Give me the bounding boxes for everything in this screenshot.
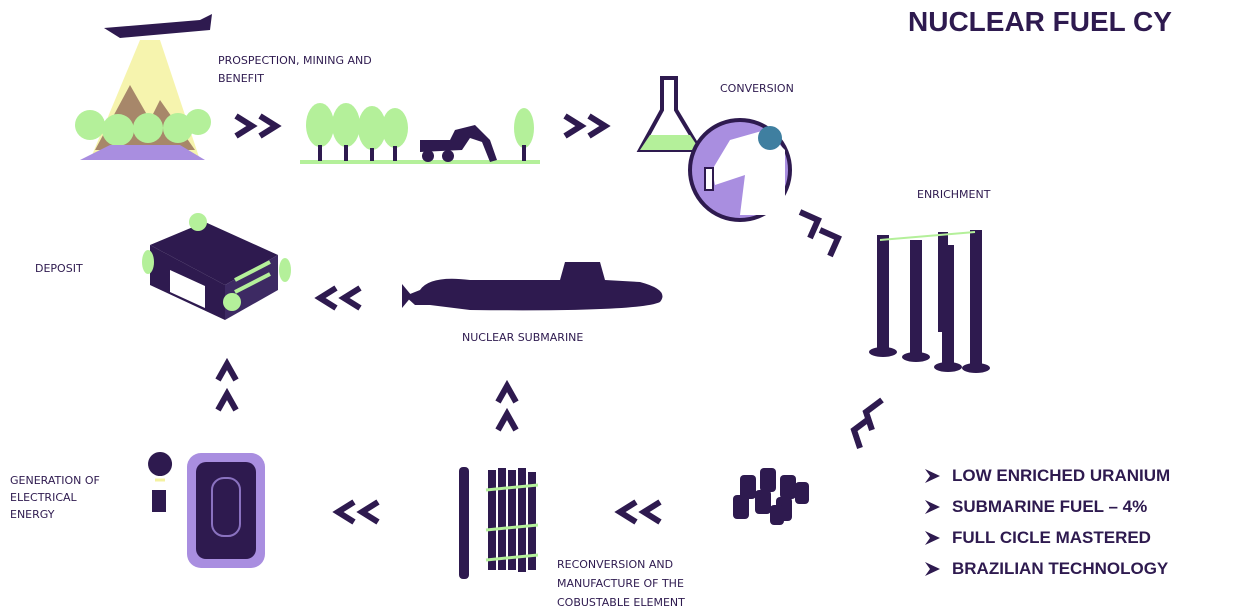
enrichment-icon-part — [962, 363, 990, 373]
mining-icon-part — [393, 146, 397, 161]
enrichment-icon-part — [938, 232, 948, 332]
pellet-icon-part — [770, 505, 784, 525]
node-label: CONVERSION — [720, 82, 794, 95]
pellet-icon-part — [760, 468, 776, 492]
node-label: MANUFACTURE OF THE — [557, 577, 684, 590]
mining-icon-part — [133, 113, 163, 143]
node-label: DEPOSIT — [35, 262, 83, 275]
pellet-icon-part — [795, 482, 809, 504]
conversion-icon-part — [640, 135, 700, 150]
deposit-icon-part — [189, 213, 207, 231]
mining-icon-part — [332, 103, 360, 147]
enrichment-icon-part — [877, 235, 889, 350]
mining-icon-part — [358, 106, 386, 150]
node-label: NUCLEAR SUBMARINE — [462, 331, 583, 344]
node-label: COBUSTABLE ELEMENT — [557, 596, 685, 609]
pellet-icon-part — [733, 495, 749, 519]
mining-icon-part — [318, 145, 322, 161]
fuel-element-icon-part — [508, 470, 516, 570]
pellet-icon-part — [780, 475, 796, 499]
mining-icon-part — [442, 150, 454, 162]
node-label: PROSPECTION, MINING AND — [218, 54, 372, 67]
mining-icon-part — [300, 160, 540, 164]
fuel-element-icon-part — [488, 470, 496, 570]
reactor-icon-part — [196, 462, 256, 559]
mining-icon-part — [185, 109, 211, 135]
enrichment-icon-part — [910, 240, 922, 355]
fuel-element-icon-part — [459, 467, 469, 579]
deposit-icon-part — [142, 250, 154, 274]
highlight-item: SUBMARINE FUEL – 4% — [952, 497, 1147, 516]
enrichment-icon-part — [902, 352, 930, 362]
node-label: GENERATION OF — [10, 474, 100, 487]
mining-icon-part — [382, 108, 408, 148]
fuel-element-icon-part — [498, 468, 506, 570]
mining-icon-part — [522, 145, 526, 161]
highlight-item: LOW ENRICHED URANIUM — [952, 466, 1170, 485]
highlight-item: FULL CICLE MASTERED — [952, 528, 1151, 547]
node-label: BENEFIT — [218, 72, 264, 85]
title: NUCLEAR FUEL CY — [908, 6, 1172, 37]
mining-icon-part — [75, 110, 105, 140]
node-label: ELECTRICAL — [10, 491, 78, 504]
deposit-icon-part — [223, 293, 241, 311]
mining-icon-part — [370, 148, 374, 161]
mining-icon-part — [306, 103, 334, 147]
deposit-icon-part — [279, 258, 291, 282]
mining-icon-part — [514, 108, 534, 148]
mining-icon-part — [422, 150, 434, 162]
node-label: ENRICHMENT — [917, 188, 991, 201]
diagram: NUCLEAR FUEL CY — [0, 0, 1238, 611]
node-label: ENERGY — [10, 508, 55, 521]
reactor-icon-part — [152, 490, 166, 512]
enrichment-icon-part — [970, 230, 982, 365]
conversion-icon-part — [758, 126, 782, 150]
enrichment-icon-part — [934, 362, 962, 372]
mining-icon-part — [102, 114, 134, 146]
reactor-icon-part — [148, 452, 172, 476]
enrichment-icon-part — [869, 347, 897, 357]
highlight-item: BRAZILIAN TECHNOLOGY — [952, 559, 1169, 578]
node-label: RECONVERSION AND — [557, 558, 673, 571]
pellet-icon-part — [755, 490, 771, 514]
mining-icon-part — [344, 145, 348, 161]
conversion-icon-part — [705, 168, 713, 190]
